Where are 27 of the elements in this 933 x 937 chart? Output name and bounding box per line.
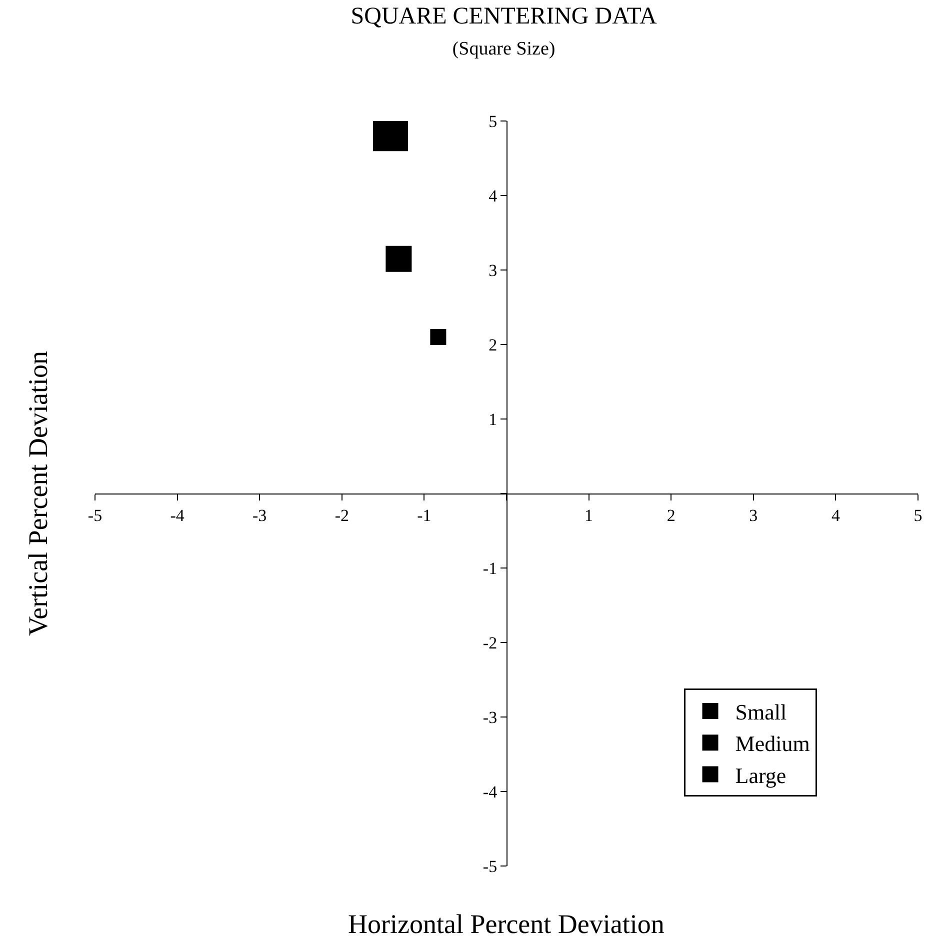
y-tick-label: -4 — [482, 782, 498, 802]
legend-label: Medium — [735, 731, 810, 756]
x-tick-label: 4 — [831, 506, 840, 525]
y-tick-label: 4 — [488, 186, 498, 206]
y-tick-label: 1 — [488, 410, 498, 429]
y-axis-title: Vertical Percent Deviation — [22, 350, 53, 636]
chart-title: SQUARE CENTERING DATA — [350, 3, 658, 30]
x-axis-title: Horizontal Percent Deviation — [348, 909, 665, 937]
x-tick-label: -5 — [88, 506, 102, 525]
y-tick-label: 2 — [488, 335, 498, 354]
x-tick-label: -4 — [170, 506, 185, 525]
x-tick-label: 2 — [666, 506, 676, 525]
y-tick-label: -2 — [482, 633, 498, 652]
x-tick-label: -2 — [334, 506, 349, 525]
x-tick-label: -3 — [252, 506, 267, 525]
y-tick-label: 5 — [488, 112, 498, 131]
y-tick-label: 3 — [488, 260, 498, 280]
y-tick-label: -3 — [482, 708, 498, 727]
y-tick-label: -5 — [482, 856, 498, 876]
x-tick-label: 5 — [914, 506, 922, 525]
legend-label: Small — [735, 700, 787, 725]
chart-subtitle: (Square Size) — [452, 38, 556, 60]
x-tick-label: 3 — [749, 506, 758, 525]
x-tick-label: 1 — [584, 506, 594, 525]
legend-label: Large — [735, 762, 786, 788]
x-tick-label: -1 — [417, 506, 432, 525]
y-tick-label: -1 — [482, 558, 498, 578]
